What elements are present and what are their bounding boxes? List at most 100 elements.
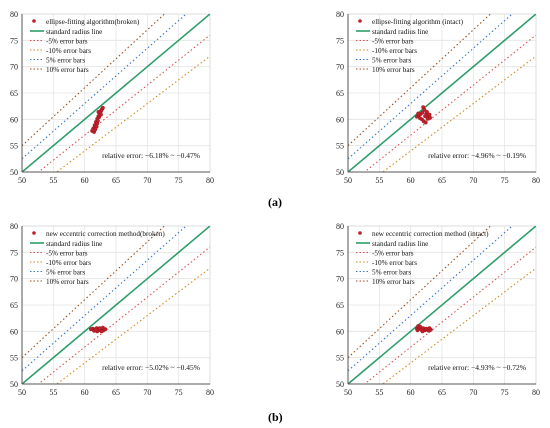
x-tick-label: 50 xyxy=(344,176,352,185)
y-tick-label: 80 xyxy=(10,10,18,19)
legend-label: -10% error bars xyxy=(46,47,91,55)
x-tick-label: 80 xyxy=(206,176,214,185)
legend-label: -5% error bars xyxy=(372,250,414,258)
y-tick-label: 60 xyxy=(10,115,18,124)
legend-marker-points xyxy=(32,231,36,235)
y-tick-label: 75 xyxy=(336,248,344,257)
y-tick-label: 55 xyxy=(336,354,344,363)
x-tick-label: 50 xyxy=(344,388,352,397)
y-tick-label: 55 xyxy=(10,354,18,363)
reference-line-minus10 xyxy=(381,55,536,172)
y-tick-label: 80 xyxy=(336,10,344,19)
y-tick-label: 70 xyxy=(10,63,18,72)
x-tick-label: 70 xyxy=(143,388,151,397)
x-tick-label: 60 xyxy=(81,176,89,185)
x-tick-label: 50 xyxy=(18,176,26,185)
legend-marker-points xyxy=(358,19,362,23)
x-tick-label: 75 xyxy=(501,176,509,185)
reference-line-standard xyxy=(22,14,210,172)
chart-panel-1: 50 55 60 65 70 75 80 50 55 60 65 70 75 80 ellipse-fitt… xyxy=(10,10,214,185)
data-point xyxy=(420,110,425,115)
reference-line-minus10 xyxy=(55,267,210,384)
x-tick-label: 80 xyxy=(206,388,214,397)
y-tick-label: 60 xyxy=(336,115,344,124)
y-tick-label: 50 xyxy=(336,168,344,177)
y-tick-label: 65 xyxy=(10,301,18,310)
legend-label: -5% error bars xyxy=(46,250,88,258)
reference-line-minus5 xyxy=(363,34,536,172)
reference-line-minus5 xyxy=(363,246,536,384)
chart-panel-2: 50 55 60 65 70 75 80 50 55 60 65 70 75 80 ellipse-fitt… xyxy=(336,10,540,185)
legend-label: -5% error bars xyxy=(372,38,414,46)
legend-label: 10% error bars xyxy=(372,66,415,74)
y-tick-label: 60 xyxy=(10,327,18,336)
y-tick-label: 75 xyxy=(336,36,344,45)
x-tick-label: 60 xyxy=(407,388,415,397)
legend-label: standard radius line xyxy=(372,240,428,248)
data-point xyxy=(90,127,95,132)
data-point xyxy=(93,327,98,332)
relative-error-annotation: relative error: −6.18% ~ −0.47% xyxy=(102,151,200,160)
chart-panel-4: 50 55 60 65 70 75 80 50 55 60 65 70 75 80 new eccentri… xyxy=(336,222,540,397)
reference-line-minus5 xyxy=(37,246,210,384)
legend-label: 10% error bars xyxy=(46,278,89,286)
x-tick-label: 65 xyxy=(112,388,120,397)
chart-panel-3: 50 55 60 65 70 75 80 50 55 60 65 70 75 80 new eccentri… xyxy=(10,222,214,397)
legend-label: 10% error bars xyxy=(46,66,89,74)
legend-label-points: new eccentric correction method (intact) xyxy=(372,230,489,238)
data-point xyxy=(100,325,105,330)
y-tick-label: 65 xyxy=(336,89,344,98)
legend-label-points: ellipse-fitting algorithm (intact) xyxy=(372,18,464,26)
legend-label: standard radius line xyxy=(372,28,428,36)
legend-label: -10% error bars xyxy=(372,47,417,55)
legend-label-points: ellipse-fitting algorithm(broken) xyxy=(46,18,140,26)
reference-line-plus5 xyxy=(348,226,513,372)
reference-line-plus10 xyxy=(22,226,166,359)
reference-line-minus10 xyxy=(381,267,536,384)
data-point xyxy=(420,329,425,334)
data-point xyxy=(425,110,429,114)
relative-error-annotation: relative error: −4.93% ~ −0.72% xyxy=(428,363,526,372)
reference-line-plus10 xyxy=(22,14,166,147)
y-tick-label: 80 xyxy=(336,222,344,231)
x-tick-label: 65 xyxy=(438,176,446,185)
x-tick-label: 55 xyxy=(375,176,383,185)
y-tick-label: 55 xyxy=(10,142,18,151)
data-point xyxy=(95,121,100,126)
reference-line-minus10 xyxy=(55,55,210,172)
relative-error-annotation: relative error: −5.02% ~ −0.45% xyxy=(102,363,200,372)
data-point xyxy=(427,326,432,331)
x-tick-label: 75 xyxy=(175,176,183,185)
x-tick-label: 80 xyxy=(532,176,540,185)
x-tick-label: 65 xyxy=(438,388,446,397)
y-tick-label: 75 xyxy=(10,248,18,257)
data-point xyxy=(421,105,426,110)
y-tick-label: 75 xyxy=(10,36,18,45)
data-point xyxy=(423,120,428,125)
data-point xyxy=(100,105,105,110)
reference-line-plus5 xyxy=(22,14,187,160)
legend-label: standard radius line xyxy=(46,240,102,248)
caption-b: (b) xyxy=(268,410,283,424)
y-tick-label: 70 xyxy=(336,275,344,284)
x-tick-label: 75 xyxy=(501,388,509,397)
y-tick-label: 65 xyxy=(336,301,344,310)
x-tick-label: 60 xyxy=(407,176,415,185)
x-tick-label: 65 xyxy=(112,176,120,185)
y-tick-label: 50 xyxy=(336,380,344,389)
reference-line-standard xyxy=(22,226,210,384)
x-tick-label: 70 xyxy=(143,176,151,185)
x-tick-label: 70 xyxy=(469,388,477,397)
data-point xyxy=(99,112,103,117)
reference-line-plus5 xyxy=(22,226,187,372)
x-tick-label: 55 xyxy=(375,388,383,397)
y-tick-label: 70 xyxy=(10,275,18,284)
legend-label: -10% error bars xyxy=(372,259,417,267)
legend-label: 10% error bars xyxy=(372,278,415,286)
legend-marker-points xyxy=(358,231,362,235)
legend-label: 5% error bars xyxy=(46,57,85,65)
y-tick-label: 50 xyxy=(10,168,18,177)
data-point xyxy=(96,110,101,114)
data-point xyxy=(423,114,428,119)
